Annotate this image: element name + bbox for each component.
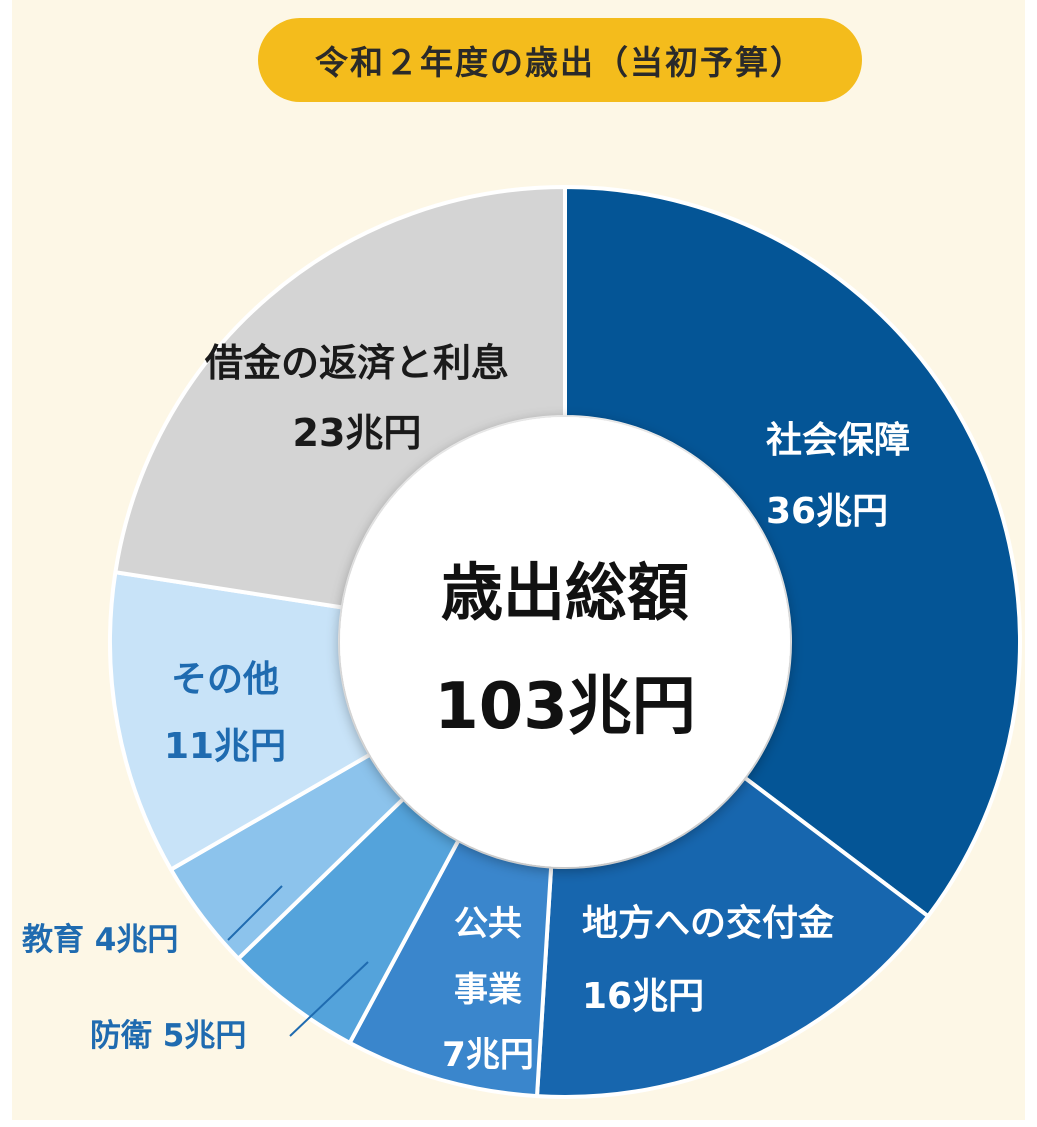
leader-line-defense	[289, 961, 369, 1037]
donut-hole	[340, 417, 790, 867]
label-social-security-value: 36兆円	[766, 491, 888, 532]
chart-title: 令和２年度の歳出（当初予算）	[258, 18, 862, 102]
label-local-grants-name: 地方への交付金	[582, 902, 835, 944]
label-public-works-line2: 事業	[454, 970, 522, 1010]
label-education: 教育 4兆円	[22, 922, 178, 958]
leader-lines	[227, 885, 369, 1037]
label-public-works-value: 7兆円	[442, 1035, 534, 1075]
label-public-works-line1: 公共	[454, 904, 522, 944]
label-other-name: その他	[171, 659, 279, 700]
label-debt-value: 23兆円	[293, 411, 422, 455]
label-other-value: 11兆円	[164, 726, 286, 767]
label-debt-name: 借金の返済と利息	[204, 341, 509, 385]
center-total-label: 歳出総額	[441, 556, 689, 629]
label-defense: 防衛 5兆円	[90, 1018, 246, 1054]
label-social-security-name: 社会保障	[766, 420, 910, 461]
label-local-grants-value: 16兆円	[582, 976, 704, 1017]
center-total-value: 103兆円	[434, 670, 696, 744]
leader-line-education	[227, 885, 283, 941]
